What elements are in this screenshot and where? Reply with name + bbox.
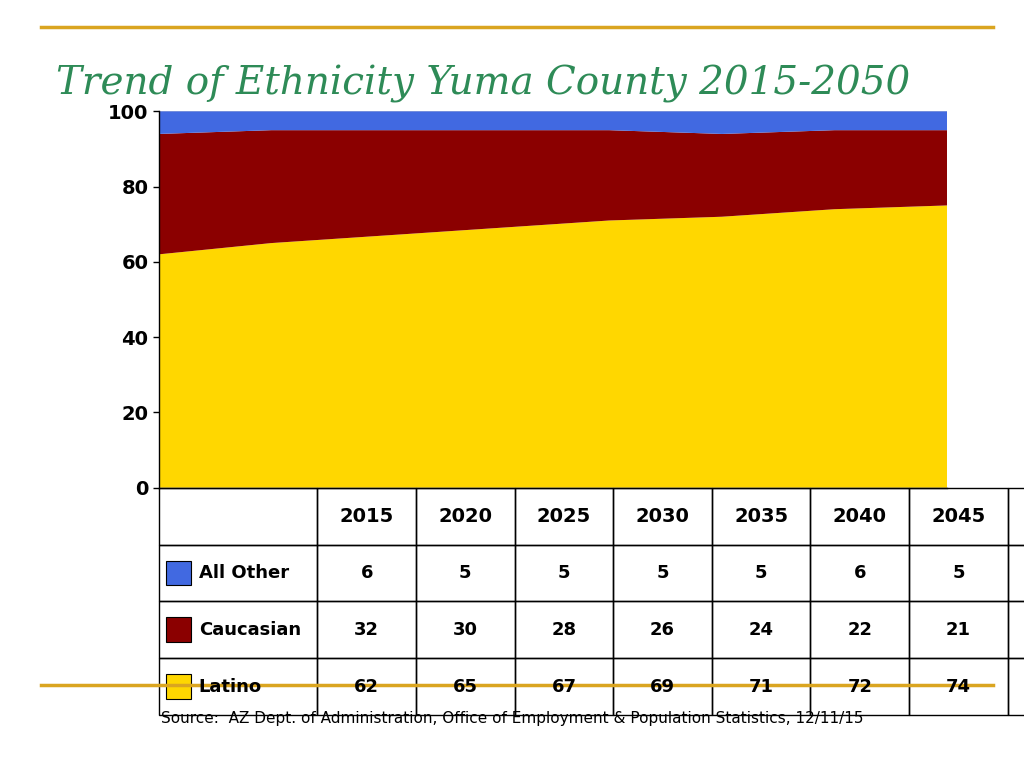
Text: 65: 65 [453, 677, 478, 696]
Text: 26: 26 [650, 621, 675, 639]
Text: 74: 74 [946, 677, 971, 696]
Text: All Other: All Other [199, 564, 289, 582]
Text: 5: 5 [459, 564, 472, 582]
Text: 6: 6 [854, 564, 866, 582]
Text: 6: 6 [360, 564, 373, 582]
Text: 2015: 2015 [340, 507, 394, 525]
Text: 22: 22 [847, 621, 872, 639]
Text: 30: 30 [453, 621, 478, 639]
Text: Latino: Latino [199, 677, 262, 696]
Text: Source:  AZ Dept. of Administration, Office of Employment & Population Statistic: Source: AZ Dept. of Administration, Offi… [161, 710, 863, 726]
Text: 28: 28 [551, 621, 577, 639]
Text: 72: 72 [847, 677, 872, 696]
Text: 71: 71 [749, 677, 774, 696]
Text: 62: 62 [354, 677, 379, 696]
Text: 2020: 2020 [438, 507, 493, 525]
Text: 21: 21 [946, 621, 971, 639]
Text: 5: 5 [558, 564, 570, 582]
Text: 2025: 2025 [537, 507, 591, 525]
Text: 5: 5 [755, 564, 767, 582]
Text: 69: 69 [650, 677, 675, 696]
Text: 2030: 2030 [636, 507, 689, 525]
Text: 2045: 2045 [931, 507, 985, 525]
Text: 24: 24 [749, 621, 774, 639]
Text: 67: 67 [552, 677, 577, 696]
Text: 2035: 2035 [734, 507, 788, 525]
Text: 32: 32 [354, 621, 379, 639]
Text: 2040: 2040 [833, 507, 887, 525]
Text: 5: 5 [952, 564, 965, 582]
Text: Caucasian: Caucasian [199, 621, 301, 639]
Text: 5: 5 [656, 564, 669, 582]
Text: Trend of Ethnicity Yuma County 2015-2050: Trend of Ethnicity Yuma County 2015-2050 [56, 65, 910, 103]
